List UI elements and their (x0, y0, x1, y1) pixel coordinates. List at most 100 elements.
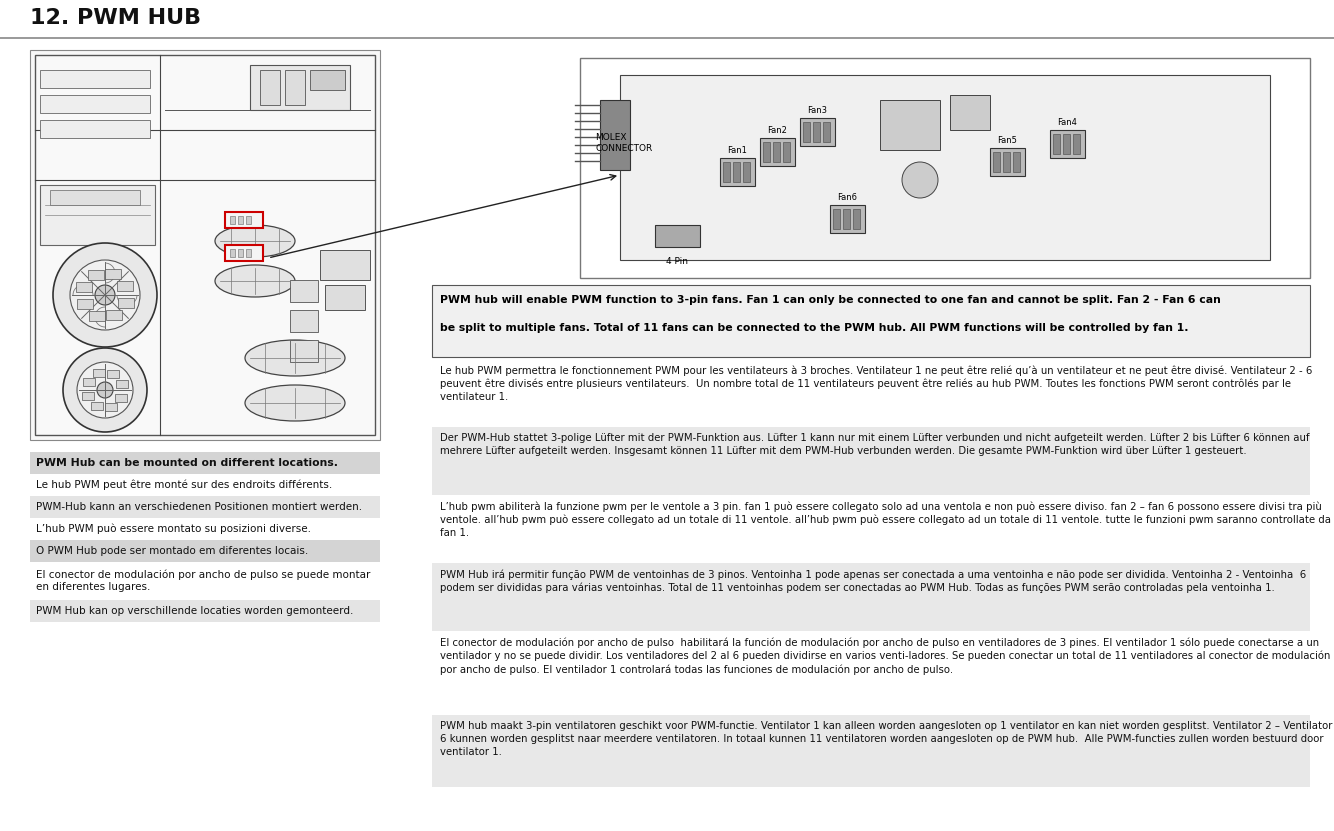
Bar (992, 152, 1000, 172)
Bar (1063, 134, 1070, 154)
Text: Fan2: Fan2 (767, 126, 787, 135)
Text: PWM-Hub kann an verschiedenen Positionen montiert werden.: PWM-Hub kann an verschiedenen Positionen… (36, 502, 362, 512)
Text: L’hub pwm abiliterà la funzione pwm per le ventole a 3 pin. fan 1 può essere col: L’hub pwm abiliterà la funzione pwm per … (440, 501, 1331, 538)
Text: PWM Hub kan op verschillende locaties worden gemonteerd.: PWM Hub kan op verschillende locaties wo… (36, 606, 354, 616)
Ellipse shape (215, 225, 295, 257)
Bar (720, 158, 755, 186)
Bar (289, 340, 317, 362)
Bar (229, 249, 235, 257)
Bar (289, 310, 317, 332)
Bar (260, 70, 280, 105)
Text: Fan1: Fan1 (727, 146, 747, 155)
Text: 12. PWM HUB: 12. PWM HUB (29, 8, 201, 28)
Bar (760, 138, 795, 166)
Bar (29, 562, 380, 600)
Circle shape (97, 382, 113, 398)
Bar (77, 299, 93, 309)
Bar (823, 122, 830, 142)
Bar (803, 122, 810, 142)
Bar (432, 563, 1310, 631)
Text: Fan5: Fan5 (998, 136, 1018, 145)
Bar (600, 100, 630, 170)
Bar (432, 285, 1310, 357)
Text: Le hub PWM peut être monté sur des endroits différents.: Le hub PWM peut être monté sur des endro… (36, 479, 332, 490)
Bar (104, 269, 120, 279)
Bar (107, 370, 119, 377)
Bar (289, 280, 317, 302)
Bar (830, 205, 864, 233)
Bar (285, 70, 305, 105)
Bar (115, 394, 127, 401)
Bar (89, 311, 105, 321)
Bar (29, 452, 380, 474)
Bar (732, 162, 740, 182)
Bar (117, 281, 133, 291)
Bar (772, 142, 780, 162)
Bar (225, 245, 263, 261)
Text: L’hub PWM può essere montato su posizioni diverse.: L’hub PWM può essere montato su posizion… (36, 524, 311, 534)
Bar (800, 118, 835, 146)
Bar (1013, 152, 1021, 172)
Bar (1003, 152, 1010, 172)
Bar (432, 359, 1310, 427)
Bar (92, 402, 104, 411)
Bar (843, 209, 850, 229)
Bar (245, 216, 251, 224)
Text: be split to multiple fans. Total of 11 fans can be connected to the PWM hub. All: be split to multiple fans. Total of 11 f… (440, 323, 1189, 333)
Ellipse shape (215, 265, 295, 297)
Bar (1053, 134, 1061, 154)
Bar (325, 285, 366, 310)
Bar (880, 100, 940, 150)
Text: Fan3: Fan3 (807, 106, 827, 115)
Text: El conector de modulación por ancho de pulso  habilitará la función de modulació: El conector de modulación por ancho de p… (440, 637, 1330, 675)
Bar (88, 270, 104, 280)
Text: O PWM Hub pode ser montado em diferentes locais.: O PWM Hub pode ser montado em diferentes… (36, 546, 308, 556)
Bar (237, 249, 243, 257)
Bar (35, 55, 375, 435)
Text: Le hub PWM permettra le fonctionnement PWM pour les ventilateurs à 3 broches. Ve: Le hub PWM permettra le fonctionnement P… (440, 365, 1313, 402)
Bar (29, 474, 380, 496)
Circle shape (902, 162, 938, 198)
Bar (852, 209, 860, 229)
Bar (29, 518, 380, 540)
Bar (40, 70, 149, 88)
Bar (432, 715, 1310, 787)
Bar (655, 225, 700, 247)
Text: PWM hub will enable PWM function to 3-pin fans. Fan 1 can only be connected to o: PWM hub will enable PWM function to 3-pi… (440, 295, 1221, 305)
Bar (29, 540, 380, 562)
Bar (237, 216, 243, 224)
Bar (1050, 130, 1085, 158)
Bar (107, 310, 123, 320)
Bar (990, 148, 1025, 176)
Bar (116, 380, 128, 388)
Bar (225, 212, 263, 228)
Bar (432, 427, 1310, 495)
Bar (76, 283, 92, 293)
Bar (83, 378, 95, 386)
Bar (812, 122, 820, 142)
Text: Fan6: Fan6 (838, 193, 858, 202)
Text: PWM Hub can be mounted on different locations.: PWM Hub can be mounted on different loca… (36, 458, 338, 468)
Bar (432, 495, 1310, 563)
Bar (29, 600, 380, 622)
Bar (49, 190, 140, 205)
Bar (117, 297, 133, 307)
Bar (29, 496, 380, 518)
Circle shape (69, 260, 140, 330)
Bar (832, 209, 840, 229)
Bar (40, 120, 149, 138)
Bar (245, 249, 251, 257)
Bar (93, 369, 105, 377)
Text: El conector de modulación por ancho de pulso se puede montar
en diferentes lugar: El conector de modulación por ancho de p… (36, 569, 371, 593)
Bar (249, 65, 350, 110)
Bar (309, 70, 346, 90)
Circle shape (63, 348, 147, 432)
Ellipse shape (245, 385, 346, 421)
Text: Der PWM-Hub stattet 3-polige Lüfter mit der PWM-Funktion aus. Lüfter 1 kann nur : Der PWM-Hub stattet 3-polige Lüfter mit … (440, 433, 1310, 456)
Bar (229, 216, 235, 224)
Bar (40, 95, 149, 113)
Circle shape (95, 285, 115, 305)
Bar (950, 95, 990, 130)
Bar (40, 185, 155, 245)
Bar (620, 75, 1270, 260)
